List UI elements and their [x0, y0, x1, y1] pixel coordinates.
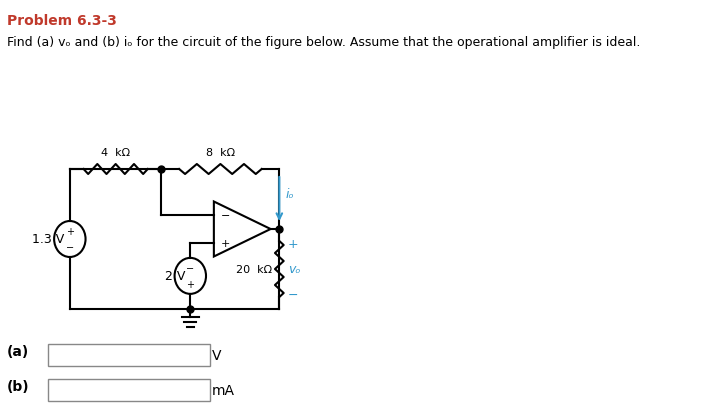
Text: +: + — [186, 279, 194, 289]
Text: +: + — [288, 238, 298, 251]
Text: −: − — [220, 211, 230, 221]
Text: 20  kΩ: 20 kΩ — [236, 264, 272, 274]
Text: −: − — [288, 288, 298, 301]
Text: +: + — [66, 226, 74, 236]
Text: +: + — [220, 238, 230, 248]
Text: 2 V: 2 V — [164, 270, 185, 283]
Text: 8  kΩ: 8 kΩ — [206, 148, 235, 157]
Text: vₒ: vₒ — [288, 263, 301, 276]
Text: 1.3 V: 1.3 V — [33, 233, 65, 246]
Text: (b): (b) — [7, 379, 30, 393]
Text: V: V — [212, 348, 222, 362]
Text: Find (a) vₒ and (b) iₒ for the circuit of the figure below. Assume that the oper: Find (a) vₒ and (b) iₒ for the circuit o… — [7, 36, 640, 49]
Text: −: − — [66, 243, 74, 252]
Bar — [48, 379, 209, 401]
Text: −: − — [186, 263, 194, 273]
Text: Problem 6.3-3: Problem 6.3-3 — [7, 14, 117, 28]
Bar — [48, 344, 209, 366]
Text: 4  kΩ: 4 kΩ — [101, 148, 130, 157]
Text: mA: mA — [212, 383, 235, 397]
Text: iₒ: iₒ — [286, 188, 294, 201]
Text: (a): (a) — [7, 344, 29, 358]
